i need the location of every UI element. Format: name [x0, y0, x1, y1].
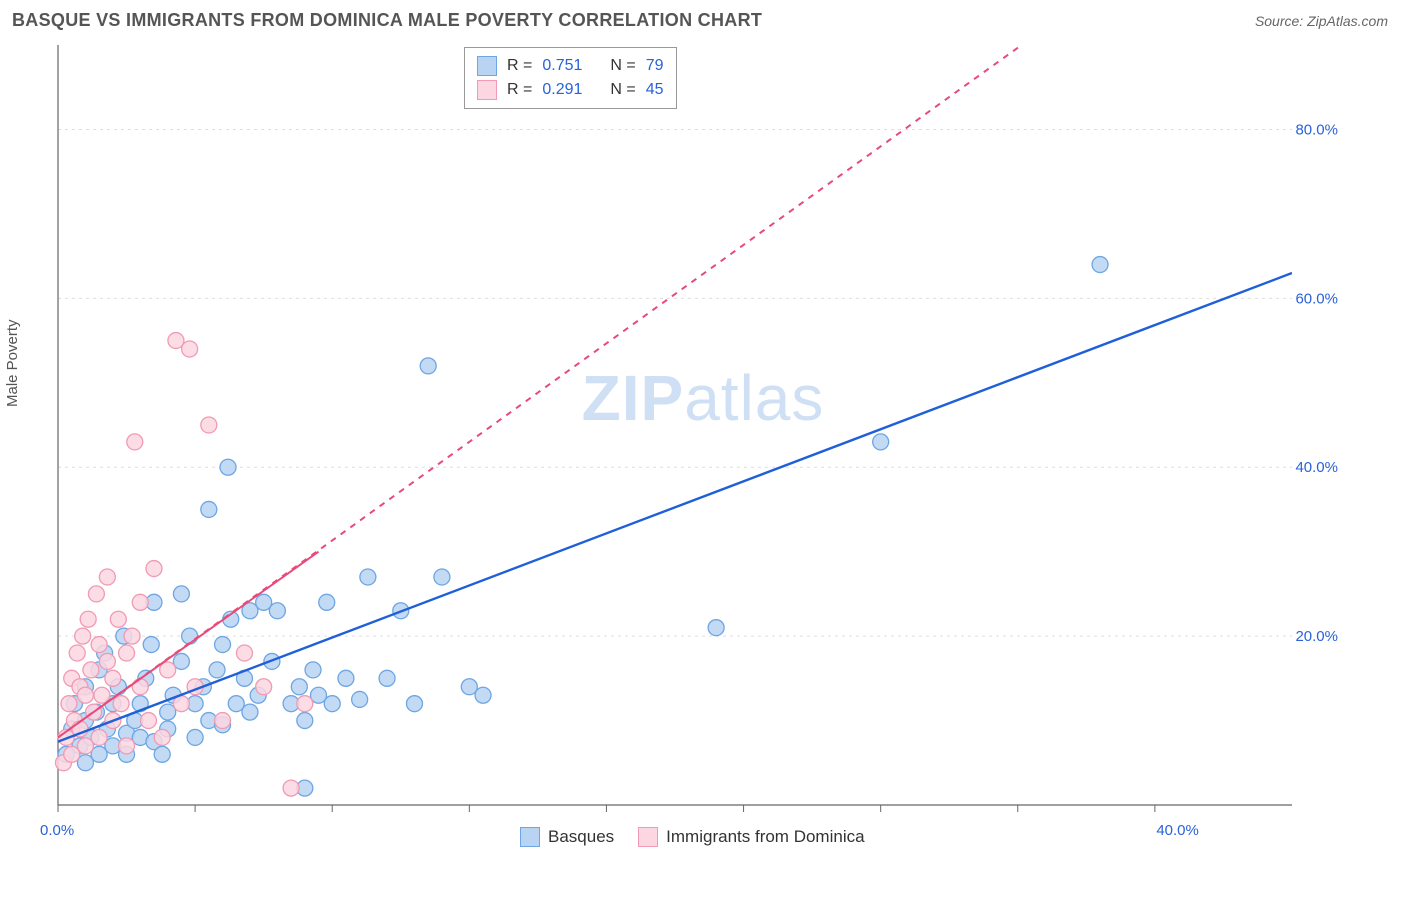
chart-area: Male Poverty ZIPatlas 20.0%40.0%60.0%80.… [10, 37, 1396, 897]
svg-text:80.0%: 80.0% [1295, 121, 1338, 138]
r-value: 0.751 [542, 57, 582, 75]
legend-swatch [477, 56, 497, 76]
svg-text:40.0%: 40.0% [1156, 822, 1199, 839]
r-value: 0.291 [542, 81, 582, 99]
svg-text:0.0%: 0.0% [40, 822, 74, 839]
source-prefix: Source: [1255, 13, 1307, 29]
correlation-legend-row: R = 0.291 N = 45 [477, 78, 664, 102]
legend-swatch [520, 827, 540, 847]
source-name: ZipAtlas.com [1307, 13, 1388, 29]
series-label: Basques [548, 827, 614, 847]
r-label: R = [507, 57, 532, 75]
series-legend-item: Immigrants from Dominica [638, 827, 864, 847]
chart-title: BASQUE VS IMMIGRANTS FROM DOMINICA MALE … [12, 10, 762, 31]
chart-header: BASQUE VS IMMIGRANTS FROM DOMINICA MALE … [0, 0, 1406, 37]
series-legend: Basques Immigrants from Dominica [520, 827, 865, 847]
source-attribution: Source: ZipAtlas.com [1255, 13, 1388, 29]
series-legend-item: Basques [520, 827, 614, 847]
n-label: N = [610, 81, 635, 99]
correlation-legend-row: R = 0.751 N = 79 [477, 54, 664, 78]
scatter-chart: 20.0% 40.0% 60.0% 80.0% 0.0% 40.0% [10, 37, 1340, 897]
svg-text:60.0%: 60.0% [1295, 290, 1338, 307]
legend-swatch [477, 80, 497, 100]
n-value: 45 [646, 81, 664, 99]
y-axis-label: Male Poverty [4, 319, 21, 407]
legend-swatch [638, 827, 658, 847]
svg-text:40.0%: 40.0% [1295, 459, 1338, 476]
n-value: 79 [646, 57, 664, 75]
correlation-legend: R = 0.751 N = 79 R = 0.291 N = 45 [464, 47, 677, 109]
n-label: N = [610, 57, 635, 75]
series-label: Immigrants from Dominica [666, 827, 864, 847]
r-label: R = [507, 81, 532, 99]
svg-text:20.0%: 20.0% [1295, 628, 1338, 645]
